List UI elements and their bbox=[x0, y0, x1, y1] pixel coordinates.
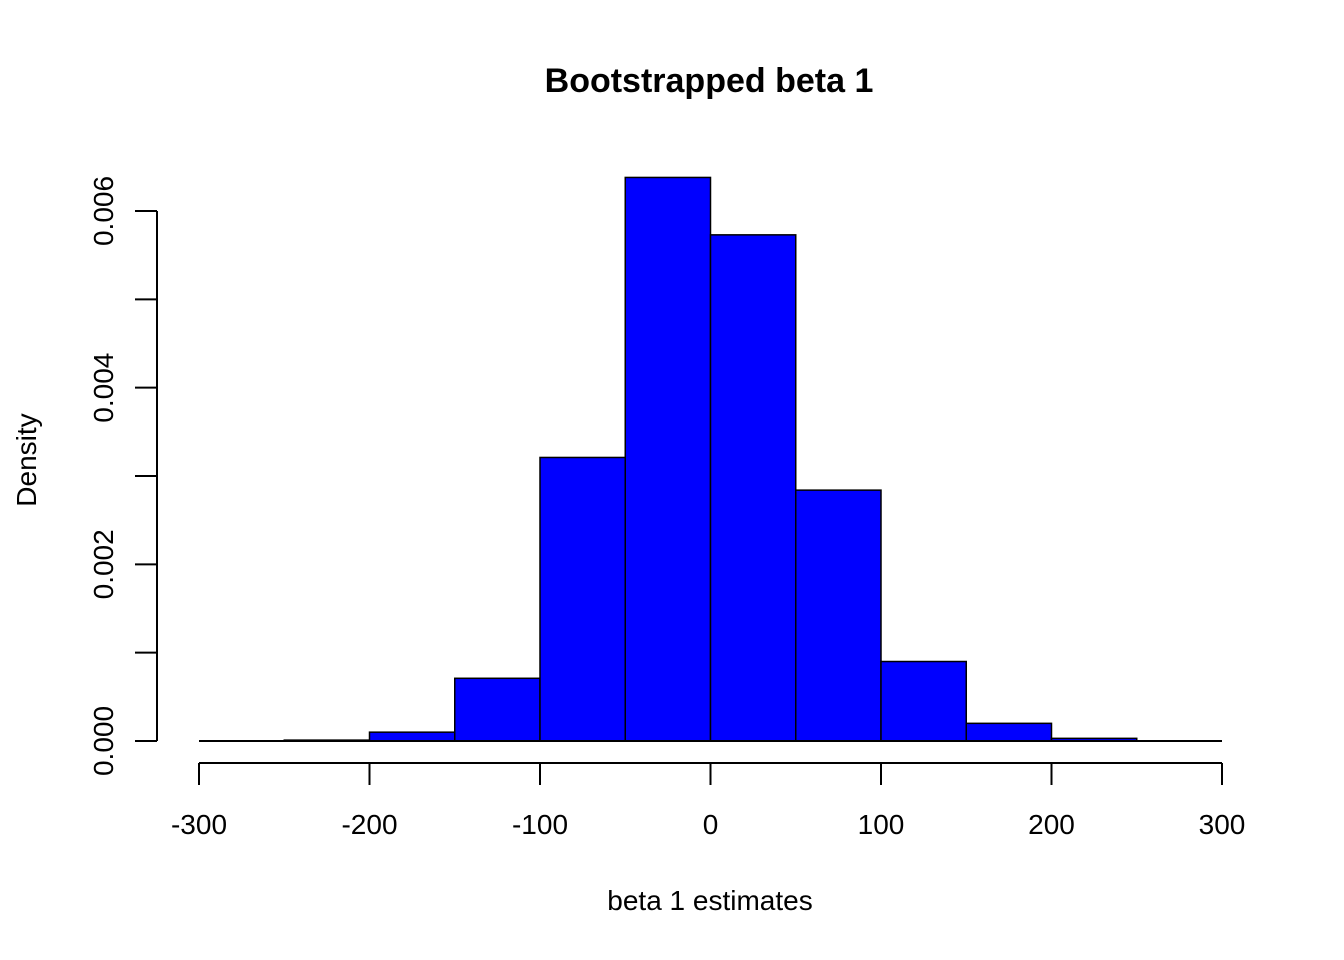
x-tick-label: 100 bbox=[858, 809, 905, 840]
y-axis: 0.000 0.002 0.004 0.006 bbox=[88, 176, 158, 776]
histogram-bars bbox=[199, 176, 1222, 742]
histogram-bar bbox=[709, 234, 797, 742]
x-axis-label: beta 1 estimates bbox=[607, 885, 812, 916]
x-tick-label: 200 bbox=[1028, 809, 1075, 840]
histogram-bar bbox=[454, 677, 541, 742]
histogram-bar bbox=[965, 722, 1053, 742]
y-axis-label: Density bbox=[11, 413, 42, 506]
y-tick-label: 0.006 bbox=[88, 176, 119, 246]
y-tick-label: 0.004 bbox=[88, 353, 119, 423]
x-axis: -300 -200 -100 0 100 200 300 bbox=[171, 762, 1246, 840]
x-tick-label: -100 bbox=[512, 809, 568, 840]
x-tick-label: -300 bbox=[171, 809, 227, 840]
x-tick-label: 0 bbox=[703, 809, 719, 840]
histogram-bar bbox=[368, 731, 456, 742]
x-tick-label: 300 bbox=[1199, 809, 1246, 840]
y-tick-label: 0.000 bbox=[88, 706, 119, 776]
histogram-bar bbox=[539, 456, 626, 742]
y-tick-label: 0.002 bbox=[88, 529, 119, 599]
x-tick-label: -200 bbox=[341, 809, 397, 840]
chart-title: Bootstrapped beta 1 bbox=[545, 62, 874, 100]
histogram-bar bbox=[795, 489, 882, 742]
histogram-bar bbox=[880, 660, 967, 742]
histogram-bar bbox=[624, 176, 712, 742]
